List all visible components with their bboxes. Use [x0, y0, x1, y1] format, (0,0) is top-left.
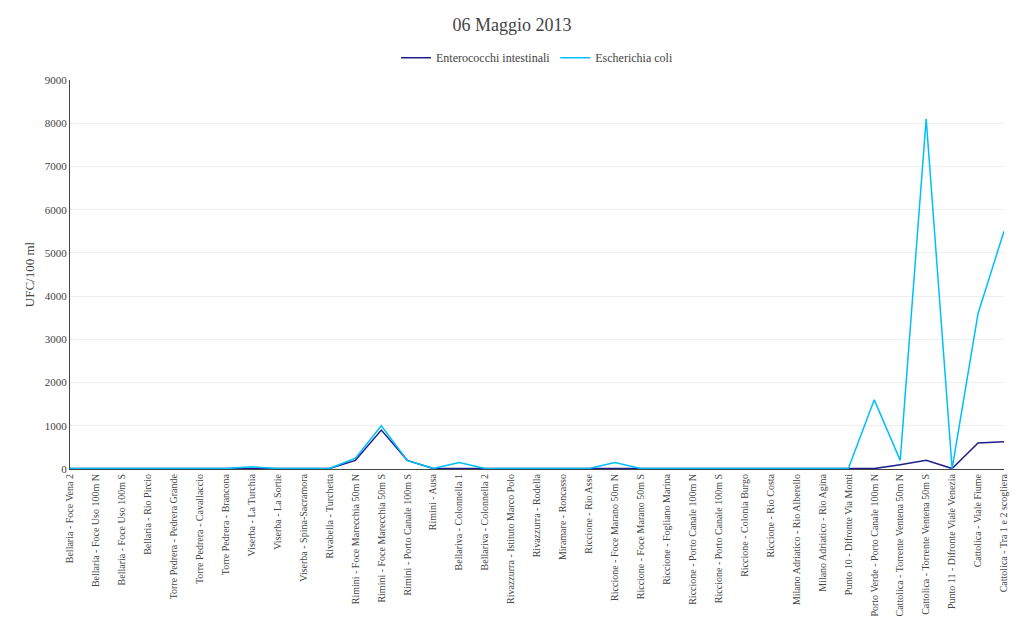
svg-text:7000: 7000	[45, 160, 68, 172]
svg-text:Viserba - La Turchia: Viserba - La Turchia	[246, 473, 257, 556]
svg-text:Riccione - Foce Marano 50m S: Riccione - Foce Marano 50m S	[635, 474, 646, 599]
svg-text:Rimini - Foce Marecchia 50m S: Rimini - Foce Marecchia 50m S	[376, 474, 387, 603]
svg-text:Torre Pedrera - Pedrera Grande: Torre Pedrera - Pedrera Grande	[168, 473, 179, 599]
svg-text:Rivabella - Turchetta: Rivabella - Turchetta	[324, 473, 335, 558]
svg-text:5000: 5000	[45, 247, 68, 259]
svg-text:Viserba - La Sortie: Viserba - La Sortie	[272, 473, 283, 549]
svg-text:Cattolica - Torrente Ventena 5: Cattolica - Torrente Ventena 50m S	[920, 474, 931, 615]
svg-text:Milano Adriatico - Rio Agina: Milano Adriatico - Rio Agina	[817, 473, 828, 591]
svg-text:Cattolica - Viale Fiume: Cattolica - Viale Fiume	[972, 473, 983, 567]
svg-text:Riccione - Porto Canale 100m N: Riccione - Porto Canale 100m N	[687, 474, 698, 605]
svg-text:Rivazzurra - Rodella: Rivazzurra - Rodella	[531, 473, 542, 557]
svg-text:Torre Pedrera - Cavallaccio: Torre Pedrera - Cavallaccio	[194, 474, 205, 584]
svg-text:Rimini - Ausa: Rimini - Ausa	[427, 473, 438, 530]
svg-text:1000: 1000	[45, 420, 68, 432]
svg-text:Milano Adriatico - Rio Alberel: Milano Adriatico - Rio Alberello	[791, 474, 802, 605]
svg-text:2000: 2000	[45, 376, 68, 388]
svg-text:Riccione - Rio Asse: Riccione - Rio Asse	[583, 473, 594, 553]
svg-text:Rimini - Foce Marecchia 50m N: Rimini - Foce Marecchia 50m N	[350, 474, 361, 604]
svg-text:Bellariva - Colonnella 1: Bellariva - Colonnella 1	[453, 474, 464, 570]
svg-text:Riccione - Colonia Burgo: Riccione - Colonia Burgo	[739, 474, 750, 577]
svg-text:Bellaria - Foce Uso 100m S: Bellaria - Foce Uso 100m S	[116, 474, 127, 585]
svg-text:8000: 8000	[45, 117, 68, 129]
svg-text:Cattolica - Torrente Ventena 5: Cattolica - Torrente Ventena 50m N	[894, 474, 905, 617]
svg-text:Riccione - Rio Costa: Riccione - Rio Costa	[765, 473, 776, 557]
svg-text:Riccione - Fogliano Marina: Riccione - Fogliano Marina	[661, 473, 672, 584]
svg-text:UFC/100 ml: UFC/100 ml	[22, 241, 37, 307]
svg-text:Torre Pedrera - Brancona: Torre Pedrera - Brancona	[220, 473, 231, 575]
svg-text:3000: 3000	[45, 333, 68, 345]
svg-text:Porto Verde - Porto Canale 100: Porto Verde - Porto Canale 100m N	[869, 474, 880, 617]
svg-text:Bellariva - Colonnella 2: Bellariva - Colonnella 2	[479, 474, 490, 570]
svg-text:Rimini - Porto Canale 100m S: Rimini - Porto Canale 100m S	[402, 474, 413, 595]
svg-text:Bellaria - Rio Pircio: Bellaria - Rio Pircio	[142, 474, 153, 555]
svg-text:9000: 9000	[45, 74, 68, 86]
svg-text:Miramare - Roncasso: Miramare - Roncasso	[557, 474, 568, 560]
svg-text:Viserba - Spina-Sacramora: Viserba - Spina-Sacramora	[298, 473, 309, 581]
svg-text:0: 0	[61, 463, 67, 475]
svg-text:Enterococchi intestinali: Enterococchi intestinali	[436, 51, 550, 65]
svg-text:6000: 6000	[45, 204, 68, 216]
svg-text:Cattolica - Tra 1 e 2 scoglier: Cattolica - Tra 1 e 2 scogliera	[998, 473, 1009, 592]
svg-text:Escherichia coli: Escherichia coli	[595, 51, 673, 65]
svg-text:06 Maggio 2013: 06 Maggio 2013	[453, 15, 572, 35]
svg-text:Punto 11 - Difronte Viale Vene: Punto 11 - Difronte Viale Venezia	[946, 473, 957, 609]
svg-text:Bellaria - Foce Uso 100m N: Bellaria - Foce Uso 100m N	[90, 474, 101, 587]
svg-text:4000: 4000	[45, 290, 68, 302]
svg-text:Riccione - Porto Canale 100m S: Riccione - Porto Canale 100m S	[713, 474, 724, 603]
svg-text:Rivazzurra - Istituto Marco Po: Rivazzurra - Istituto Marco Polo	[505, 474, 516, 604]
svg-text:Punto 10 - Difronte Via Monti: Punto 10 - Difronte Via Monti	[843, 474, 854, 595]
svg-text:Bellaria - Foce Vena 2: Bellaria - Foce Vena 2	[64, 474, 75, 563]
svg-text:Riccione - Foce Marano 50m N: Riccione - Foce Marano 50m N	[609, 474, 620, 601]
